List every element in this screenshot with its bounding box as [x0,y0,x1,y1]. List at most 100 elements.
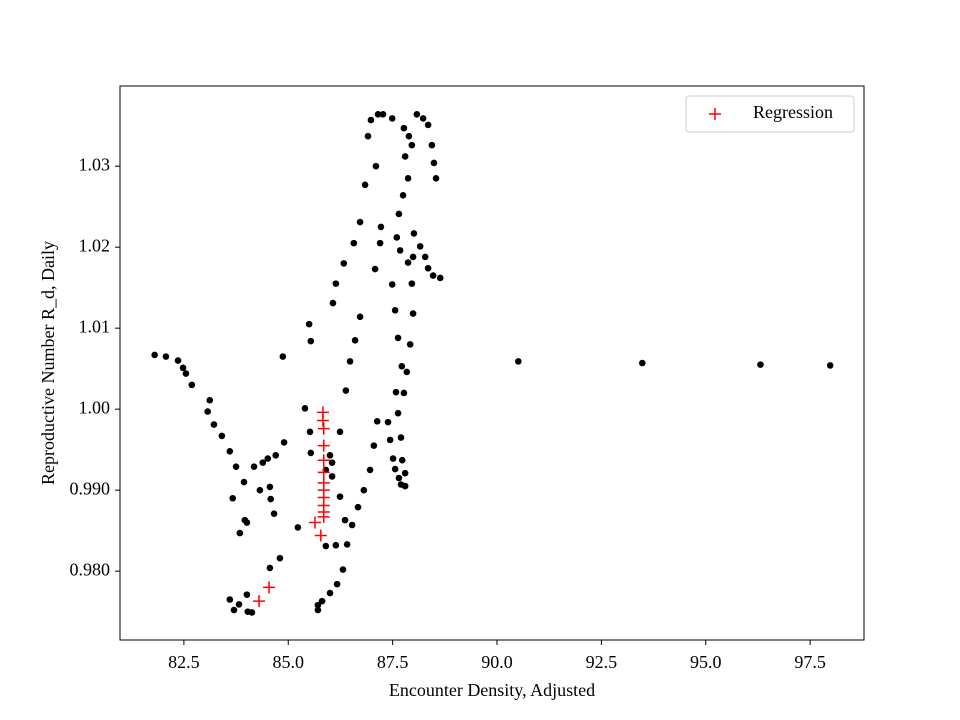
point [266,564,274,572]
point [395,210,403,218]
point [421,253,429,261]
point [394,334,402,342]
point [424,264,432,272]
point [398,362,406,370]
point [391,307,399,314]
point [326,452,334,459]
point [388,115,396,122]
point [408,141,416,149]
point [226,596,234,603]
point [307,449,315,457]
point [354,503,362,511]
point [276,554,284,562]
point [364,132,372,140]
point [393,234,401,241]
plus-marker [317,510,330,523]
point [419,115,427,122]
x-tick-label: 97.5 [794,652,826,672]
point [396,247,404,254]
point [240,478,248,486]
point [399,192,407,199]
point [305,320,313,328]
point [374,111,382,118]
point [379,111,387,118]
point [404,175,412,182]
y-tick-label: 0.990 [70,478,111,498]
point [372,162,380,170]
point [367,116,375,124]
point [328,459,336,466]
point [317,510,330,523]
point [436,274,444,282]
point [428,141,436,149]
point [179,364,187,372]
point [280,439,288,446]
point [341,516,349,524]
plus-marker [316,414,329,427]
point [267,495,275,503]
point [395,474,403,482]
plus-marker [314,529,327,542]
point [253,595,266,608]
point [264,455,272,462]
plus-marker [317,466,330,479]
point [332,541,340,549]
point [188,381,196,389]
point [410,230,418,237]
point [366,466,374,474]
point [328,473,336,480]
point [204,408,211,415]
point [361,181,369,189]
point [210,421,218,428]
x-tick-label: 95.0 [690,652,722,672]
point [409,253,417,261]
y-tick-label: 1.03 [79,154,111,174]
legend-box [685,95,855,133]
point [333,580,341,588]
point [326,589,334,597]
point [232,463,240,470]
y-tick-label: 0.980 [70,559,111,579]
point [403,368,411,376]
point [229,494,237,502]
point [639,359,646,367]
point [226,447,234,455]
point [318,597,326,605]
point [384,418,392,426]
point [263,581,276,594]
point [243,591,251,598]
point [350,239,358,247]
point [259,459,267,466]
point [314,601,322,609]
plus-marker [253,595,266,608]
point [370,442,378,449]
x-tick-label: 82.5 [168,652,200,672]
y-axis-label: Reproductive Number R_d, Daily [38,241,58,485]
point [430,159,438,167]
point [429,272,437,279]
point [356,218,364,226]
point [307,337,315,345]
point [424,121,432,129]
point [356,313,364,321]
point [386,436,394,444]
point [377,223,385,231]
point [243,519,251,526]
point [151,351,158,359]
x-tick-label: 90.0 [481,652,513,672]
point [413,111,421,118]
point [256,486,264,494]
y-tick-label: 1.00 [79,397,111,417]
point [397,434,405,441]
point [270,510,278,517]
point [405,132,413,140]
point [235,601,243,608]
x-axis-label: Encounter Density, Adjusted [389,680,595,700]
point [826,362,834,369]
point [314,606,322,614]
point [206,396,214,404]
point [218,432,226,440]
point [174,357,182,364]
